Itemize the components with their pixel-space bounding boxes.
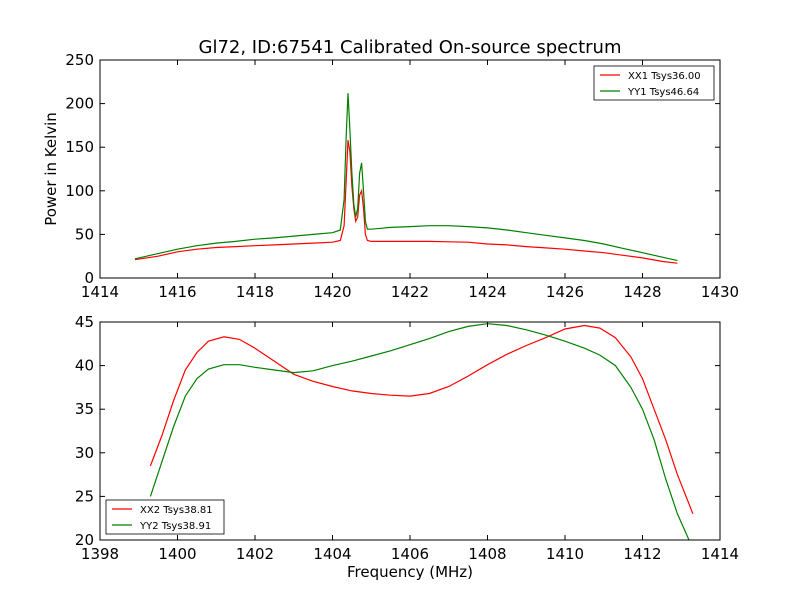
x-tick-label: 1424: [468, 283, 506, 301]
y-tick-label: 250: [65, 51, 94, 69]
legend-entry: XX2 Tsys38.81: [140, 505, 213, 516]
bottom-axes: 1398 1400 1402 1404 1406 1408 1410 1412 1414 20 25…: [75, 313, 739, 581]
series-line-1-1: [134, 140, 678, 264]
x-tick-label: 1406: [391, 545, 429, 563]
legend-entry: YY2 Tsys38.91: [139, 521, 211, 532]
x-tick-label: 1398: [81, 545, 119, 563]
y-tick-label: 30: [75, 444, 94, 462]
x-tick-label: 1416: [158, 283, 196, 301]
series-line-2-2: [149, 323, 690, 540]
series-line-2-1: [149, 324, 694, 515]
x-tick-label: 1408: [468, 545, 506, 563]
legend-entry: XX1 Tsys36.00: [628, 71, 701, 82]
legend-box: [593, 65, 715, 101]
y-tick-label: 100: [65, 182, 94, 200]
chart-title-top: Gl72, ID:67541 Calibrated On-source spec…: [199, 37, 622, 58]
legend-box: [105, 499, 225, 535]
y-axis-label: Power in Kelvin: [42, 112, 60, 226]
series-line-1-2: [134, 93, 678, 262]
y-tick-label: 150: [65, 138, 94, 156]
y-tick-label: 40: [75, 357, 94, 375]
legend: XX1 Tsys36.00 YY1 Tsys46.64: [593, 65, 715, 101]
x-tick-label: 1400: [158, 545, 196, 563]
x-tick-label: 1426: [546, 283, 584, 301]
legend: XX2 Tsys38.81 YY2 Tsys38.91: [105, 499, 225, 535]
top-axes: 1414 1416 1418 1420 1422 1424 1426 1428 1430 0 50 1…: [42, 51, 739, 301]
y-tick-label: 200: [65, 95, 94, 113]
x-tick-label: 1414: [81, 283, 119, 301]
x-tick-label: 1410: [546, 545, 584, 563]
x-tick-label: 1430: [701, 283, 739, 301]
x-tick-label: 1418: [236, 283, 274, 301]
y-tick-label: 45: [75, 313, 94, 331]
y-tick-label: 20: [75, 531, 94, 549]
x-tick-label: 1404: [313, 545, 351, 563]
y-tick-label: 35: [75, 400, 94, 418]
x-axis-label: Frequency (MHz): [347, 563, 473, 581]
y-tick-label: 0: [84, 269, 94, 287]
legend-entry: YY1 Tsys46.64: [627, 87, 699, 98]
x-tick-label: 1412: [623, 545, 661, 563]
x-tick-label: 1414: [701, 545, 739, 563]
x-tick-label: 1422: [391, 283, 429, 301]
x-tick-label: 1402: [236, 545, 274, 563]
x-tick-label: 1420: [313, 283, 351, 301]
x-tick-label: 1428: [623, 283, 661, 301]
y-tick-label: 25: [75, 487, 94, 505]
y-tick-label: 50: [75, 225, 94, 243]
